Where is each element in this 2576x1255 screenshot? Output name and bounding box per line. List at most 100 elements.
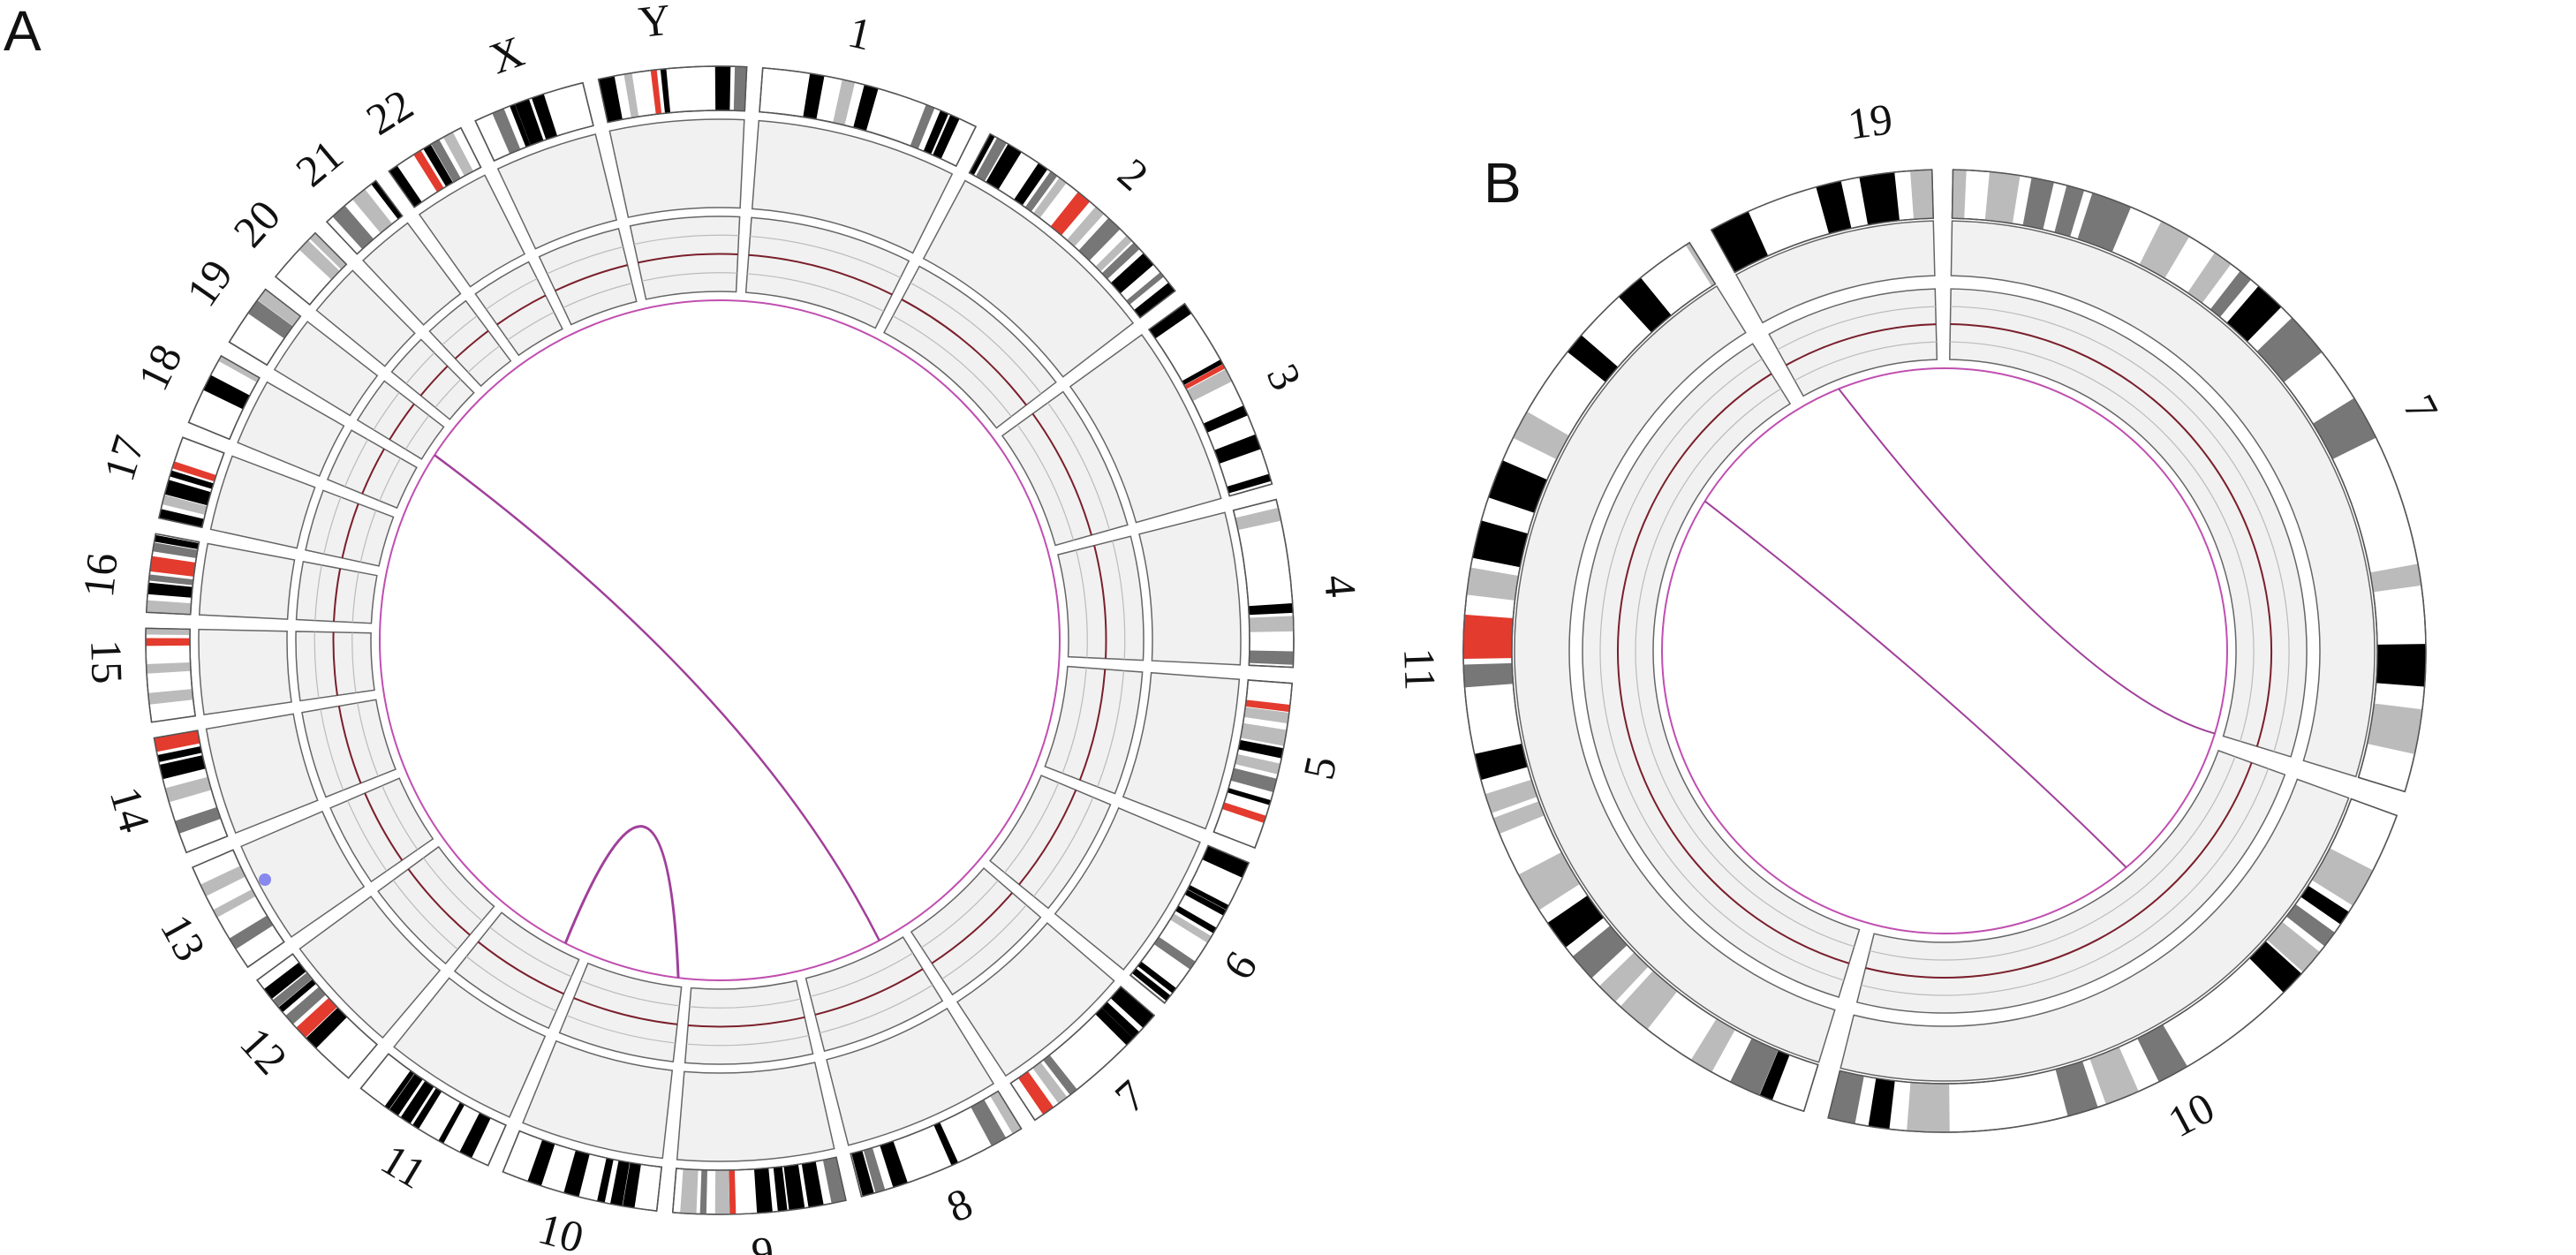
chromosome-label: 1 [843,6,876,59]
cytoband [175,806,222,834]
ideogram-border [1462,241,1819,1113]
cytoband [1620,971,1678,1030]
cytoband [1685,242,1716,286]
track-outer [1138,511,1242,666]
cytoband [1067,206,1105,247]
cytoband [1095,1007,1134,1046]
track-grid [747,273,884,313]
chromosome-label: 16 [73,550,127,600]
cytoband [384,1070,415,1110]
track-grid [467,345,501,374]
ideogram-border [759,67,978,168]
cytoband [154,534,200,549]
cytoband [171,461,216,482]
cytoband [880,1140,908,1188]
chromosome-label: 13 [151,906,215,969]
track-outer [198,628,292,716]
track-grid [423,858,483,921]
cytoband [2266,921,2321,972]
chromosome-label: 22 [358,79,421,145]
cytoband [157,746,202,762]
cytoband [597,1158,614,1203]
track-inner [684,979,814,1065]
cytoband [1547,895,1605,948]
cytoband [423,144,453,187]
cytoband [851,1150,874,1197]
chromosome-label: 18 [128,336,192,397]
chromosome-label: 14 [101,782,161,837]
cytoband [203,374,250,410]
track-grid [1047,402,1110,531]
track-outer [1839,778,2350,1082]
link [1704,500,2127,868]
track-outer [922,179,1135,378]
track-grid [359,510,377,563]
cytoband [833,79,856,125]
cytoband [146,628,191,636]
track-inner [629,215,741,300]
cytoband [1169,913,1212,943]
track-grid [477,941,564,995]
track-outer [362,222,462,326]
cytoband [296,997,337,1038]
track-grid [341,503,359,559]
cytoband [990,1091,1022,1134]
track-grid [351,571,359,623]
track-grid [1016,424,1075,541]
track-grid [547,246,623,275]
ideogram-border [145,627,196,723]
cytoband [971,1100,1007,1146]
track-grid [364,792,404,861]
track-grid [379,457,401,502]
cytoband [1567,335,1619,382]
cytoband [1572,925,1628,979]
cytoband [1033,178,1067,218]
cytoband [2089,1047,2139,1105]
cytoband [923,110,949,155]
track-outer [496,133,618,250]
cytoband [1126,272,1164,305]
cytoband [272,972,313,1008]
track-grid [486,277,538,310]
cytoband [1859,171,1900,225]
track-outer [1950,220,2376,778]
link [434,454,880,941]
cytoband [146,638,191,646]
cytoband [1513,411,1569,460]
cytoband [1518,851,1581,911]
ideogram-border [1212,679,1293,850]
track-grid [1033,797,1094,897]
track-inner [1044,665,1144,795]
cytoband [1238,739,1284,759]
cytoband [257,289,301,327]
link [563,825,680,979]
cytoband [200,866,246,896]
cytoband [152,542,198,559]
cytoband [1240,722,1288,746]
chromosome-label: 4 [1315,573,1366,600]
cytoband [1472,520,1529,568]
cytoband [2077,193,2132,253]
chromosome-label: 5 [1293,752,1346,783]
cytoband [1466,567,1519,601]
track-outer [751,119,954,254]
track-outer [205,713,319,835]
cytoband [2187,252,2232,304]
track-grid [1075,549,1088,658]
track-inner [910,867,1042,996]
link-circle [379,299,1061,981]
track-grid [689,998,801,1009]
cytoband [729,1169,737,1214]
cytoband [278,979,317,1013]
track-grid [686,1034,809,1047]
cytoband [351,189,393,233]
cytoband [2249,941,2302,993]
track-outer [676,1062,835,1162]
cytoband [1484,779,1537,813]
cytoband [699,1169,707,1214]
track-grid [1950,306,2290,752]
cytoband [1221,802,1266,823]
ideogram-border [1710,169,1934,274]
ideogram-border [187,354,261,441]
chromosome-label: 10 [533,1203,589,1255]
